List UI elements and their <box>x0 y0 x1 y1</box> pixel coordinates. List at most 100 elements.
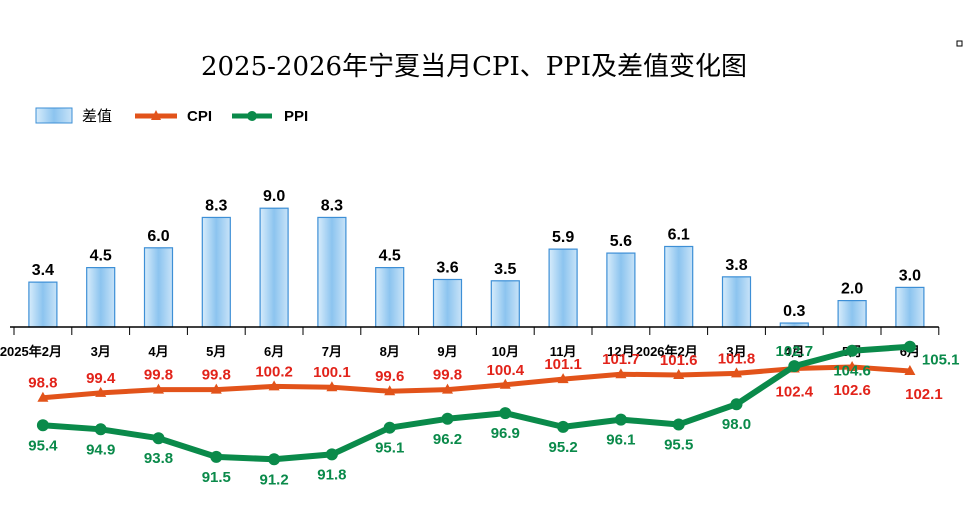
cpi-label-2: 99.8 <box>144 367 173 384</box>
cpi-label-1: 99.4 <box>86 370 116 387</box>
cpi-marker-0 <box>37 391 49 402</box>
ppi-label-8: 96.9 <box>491 425 520 442</box>
x-tick-label-13: 4月 <box>784 344 804 359</box>
bar-label-8: 3.5 <box>494 261 516 278</box>
legend-label-diff: 差值 <box>82 108 112 125</box>
bar-1 <box>86 267 116 328</box>
ppi-marker-9 <box>557 420 570 433</box>
bar-label-3: 8.3 <box>205 197 227 214</box>
bar-6 <box>375 267 405 328</box>
x-tick-label-10: 12月 <box>607 344 634 359</box>
x-tick-label-6: 8月 <box>380 344 400 359</box>
ppi-marker-6 <box>383 421 396 434</box>
bar-label-4: 9.0 <box>263 188 285 205</box>
ppi-marker-8 <box>499 407 512 420</box>
bar-label-15: 3.0 <box>899 267 921 284</box>
x-tick-label-11: 2026年2月 <box>636 344 698 359</box>
cpi-label-13: 102.4 <box>776 384 814 401</box>
bar-7 <box>432 278 463 328</box>
bar-label-7: 3.6 <box>436 259 458 276</box>
cpi-label-6: 99.6 <box>375 368 404 385</box>
legend-bar-swatch <box>35 107 73 124</box>
ppi-marker-12 <box>730 398 743 411</box>
chart-title: 2025-2026年宁夏当月CPI、PPI及差值变化图 <box>201 52 747 82</box>
ppi-label-11: 95.5 <box>664 436 693 453</box>
cpi-label-4: 100.2 <box>255 363 293 380</box>
cpi-label-11: 101.6 <box>660 352 698 369</box>
corner-marker <box>956 40 963 47</box>
cpi-marker-12 <box>731 367 742 378</box>
legend-ppi-marker <box>247 111 257 121</box>
cpi-marker-2 <box>153 383 164 394</box>
ppi-label-13: 102.7 <box>776 343 814 360</box>
cpi-marker-4 <box>268 380 280 391</box>
bar-8 <box>490 280 520 328</box>
bar-label-0: 3.4 <box>32 262 54 279</box>
bar-12 <box>721 276 752 328</box>
cpi-label-5: 100.1 <box>313 364 351 381</box>
ppi-label-7: 96.2 <box>433 431 462 448</box>
cpi-marker-5 <box>326 381 338 392</box>
cpi-label-7: 99.8 <box>433 367 462 384</box>
cpi-label-10: 101.7 <box>602 351 640 368</box>
x-tick-label-8: 10月 <box>492 344 519 359</box>
x-tick-label-9: 11月 <box>550 344 577 359</box>
bar-label-9: 5.9 <box>552 229 574 246</box>
ppi-label-2: 93.8 <box>144 450 173 467</box>
ppi-label-3: 91.5 <box>202 469 231 486</box>
bar-label-1: 4.5 <box>90 248 112 265</box>
ppi-label-0: 95.4 <box>28 437 58 454</box>
cpi-label-15: 102.1 <box>905 386 943 403</box>
cpi-series: 98.8 99.4 99.8 99.8 100.2 100.1 99.6 99.8 100.4 1… <box>28 350 942 403</box>
ppi-label-1: 94.9 <box>86 441 115 458</box>
bar-5 <box>317 216 347 328</box>
bar-0 <box>28 281 58 328</box>
x-tick-label-3: 5月 <box>206 344 226 359</box>
ppi-label-15: 105.1 <box>922 352 960 369</box>
x-tick-label-1: 3月 <box>91 344 111 359</box>
cpi-line <box>40 364 913 401</box>
x-tick-label-7: 9月 <box>437 344 457 359</box>
x-tick-label-5: 7月 <box>322 344 342 359</box>
ppi-line <box>39 343 913 463</box>
ppi-marker-10 <box>614 413 627 426</box>
bar-label-6: 4.5 <box>379 248 401 265</box>
ppi-label-10: 96.1 <box>606 432 635 449</box>
ppi-marker-1 <box>94 423 107 436</box>
cpi-label-8: 100.4 <box>487 362 525 379</box>
cpi-marker-11 <box>673 369 685 380</box>
ppi-marker-15 <box>903 340 916 353</box>
cpi-label-0: 98.8 <box>28 375 57 392</box>
cpi-marker-1 <box>95 386 107 397</box>
cpi-label-14: 102.6 <box>833 382 871 399</box>
ppi-label-5: 91.8 <box>317 466 346 483</box>
bar-2 <box>143 247 174 328</box>
bar-label-14: 2.0 <box>841 281 863 298</box>
bar-label-12: 3.8 <box>725 257 747 274</box>
cpi-marker-10 <box>615 368 627 379</box>
cpi-marker-9 <box>557 373 569 384</box>
ppi-marker-2 <box>152 432 165 445</box>
legend: 差值 CPI PPI <box>35 107 308 125</box>
ppi-marker-5 <box>325 448 338 461</box>
ppi-marker-14 <box>846 344 859 357</box>
cpi-marker-7 <box>442 383 453 394</box>
legend-label-cpi: CPI <box>187 108 212 125</box>
bar-4 <box>259 207 289 328</box>
bar-11 <box>664 245 694 328</box>
legend-cpi-marker <box>151 110 161 120</box>
cpi-marker-8 <box>499 378 511 389</box>
bar-label-10: 5.6 <box>610 233 632 250</box>
cpi-marker-15 <box>904 364 916 375</box>
ppi-label-12: 98.0 <box>722 416 751 433</box>
cpi-label-9: 101.1 <box>544 356 582 373</box>
bar-series: 3.4 4.5 6.0 8.3 9.0 8.3 4.5 3.6 3.5 5.9 5.6 6.1 3.8 0… <box>28 188 925 328</box>
legend-label-ppi: PPI <box>284 108 308 125</box>
bar-label-5: 8.3 <box>321 197 343 214</box>
ppi-marker-3 <box>210 450 223 463</box>
cpi-label-3: 99.8 <box>202 367 231 384</box>
ppi-label-14: 104.6 <box>833 363 871 380</box>
ppi-marker-7 <box>441 412 454 425</box>
bar-9 <box>548 248 578 328</box>
